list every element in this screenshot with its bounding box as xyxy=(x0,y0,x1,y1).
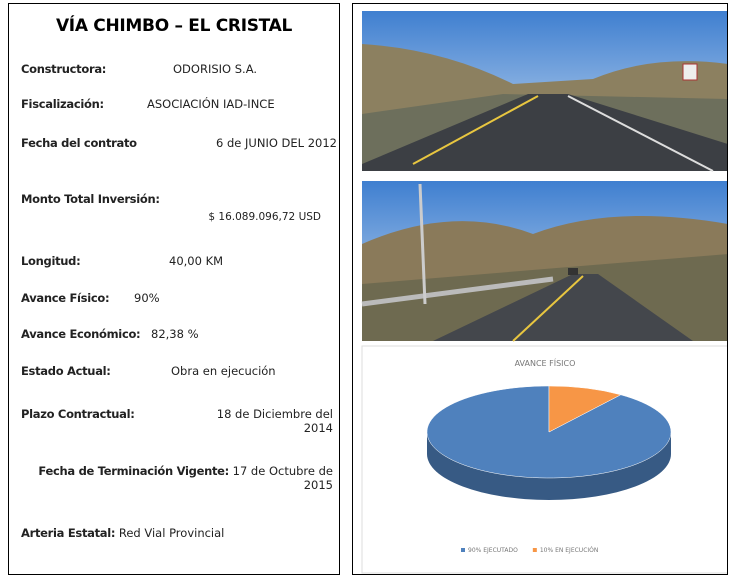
legend-label: 90% EJECUTADO xyxy=(468,547,518,554)
pie xyxy=(427,386,671,500)
field: Arteria Estatal: Red Vial Provincial xyxy=(21,526,224,540)
value: 82,38 % xyxy=(151,327,199,341)
value: ODORISIO S.A. xyxy=(173,62,257,76)
label: Fiscalización: xyxy=(21,97,104,111)
value: 40,00 KM xyxy=(169,254,223,268)
photo xyxy=(362,181,727,341)
label: Constructora: xyxy=(21,62,106,76)
value: 17 de Octubre de 2015 xyxy=(233,464,333,492)
value: $ 16.089.096,72 USD xyxy=(208,211,321,223)
media: AVANCE FÍSICO 90% EJECUTADO 10% EN EJECUC… xyxy=(353,4,727,574)
info-panel: VÍA CHIMBO – EL CRISTAL Constructora: ODO… xyxy=(8,3,340,575)
page: VÍA CHIMBO – EL CRISTAL Constructora: ODO… xyxy=(0,0,730,578)
field: Fecha de Terminación Vigente: 17 de Octu… xyxy=(21,464,333,492)
photo xyxy=(362,11,727,171)
label: Arteria Estatal: xyxy=(21,526,115,540)
label: Plazo Contractual: xyxy=(21,407,135,421)
legend-swatch xyxy=(533,548,537,552)
value: 90% xyxy=(134,291,160,305)
label: Avance Económico: xyxy=(21,327,140,341)
media-panel: AVANCE FÍSICO 90% EJECUTADO 10% EN EJECUC… xyxy=(352,3,728,575)
label: Avance Físico: xyxy=(21,291,109,305)
value: Red Vial Provincial xyxy=(119,526,225,540)
label: Fecha del contrato xyxy=(21,136,137,150)
label: Longitud: xyxy=(21,254,80,268)
legend-label: 10% EN EJECUCIÓN xyxy=(540,547,599,554)
value: 18 de Diciembre del 2014 xyxy=(189,407,333,435)
value: Obra en ejecución xyxy=(171,364,276,378)
label: Monto Total Inversión: xyxy=(21,192,160,206)
chart-title: AVANCE FÍSICO xyxy=(515,357,576,368)
title: VÍA CHIMBO – EL CRISTAL xyxy=(9,16,339,36)
label: Estado Actual: xyxy=(21,364,111,378)
value: 6 de JUNIO DEL 2012 xyxy=(201,136,337,150)
legend-swatch xyxy=(461,548,465,552)
label: Fecha de Terminación Vigente: xyxy=(38,464,229,478)
value: ASOCIACIÓN IAD-INCE xyxy=(147,97,275,111)
